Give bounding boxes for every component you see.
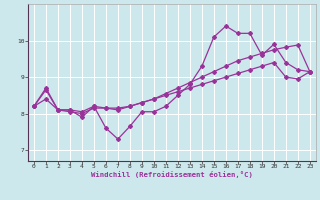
X-axis label: Windchill (Refroidissement éolien,°C): Windchill (Refroidissement éolien,°C) — [91, 171, 253, 178]
